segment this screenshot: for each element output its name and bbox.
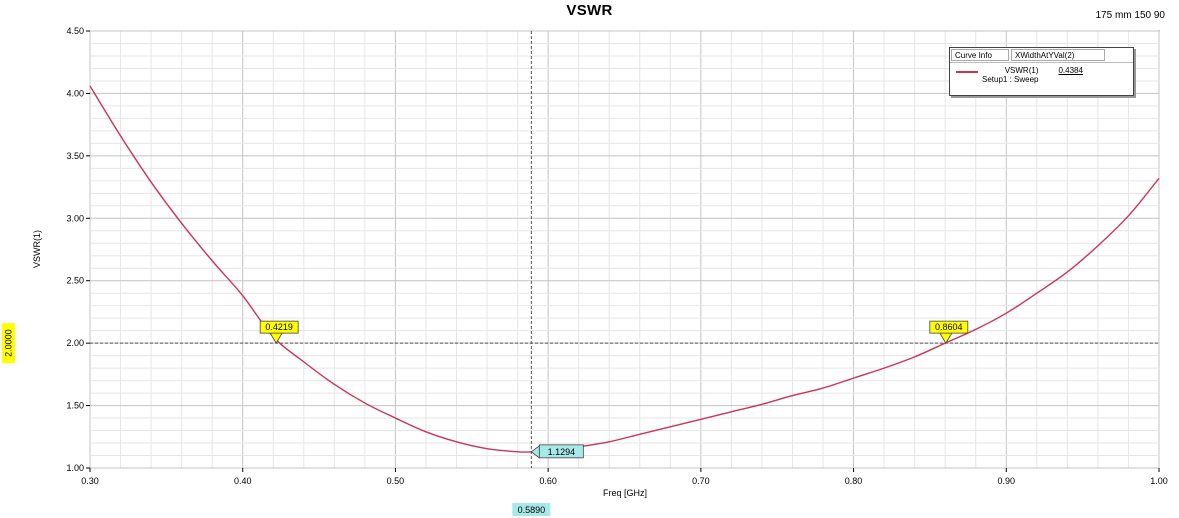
marker-min-box: [538, 444, 584, 459]
ticks: 0.30 0.40 0.50 0.60 0.70 0.80 0.90 1.00 1.00 1.50…: [66, 26, 1167, 486]
marker-right-box: [929, 320, 969, 334]
marker-min-text: 1.1294: [548, 447, 576, 457]
x-tick-label: 0.60: [539, 476, 557, 486]
legend-series-label: VSWR(1) Setup1 : Sweep: [982, 66, 1039, 84]
x-tick-label: 0.90: [998, 476, 1016, 486]
legend-row[interactable]: VSWR(1) Setup1 : Sweep 0.4384: [950, 63, 1133, 84]
x-tick-label: 0.70: [692, 476, 710, 486]
y-readout-text: 2.0000: [4, 329, 14, 357]
legend-box[interactable]: Curve Info XWidthAtYVal(2) VSWR(1) Setup…: [949, 47, 1134, 96]
grid: [89, 30, 1160, 469]
x-readout-box: [512, 503, 551, 516]
marker-right-text: 0.8604: [935, 322, 963, 332]
legend-col-measure: XWidthAtYVal(2): [1011, 49, 1105, 61]
x-readout-text: 0.5890: [518, 505, 546, 515]
marker-left-box: [259, 320, 299, 334]
y-tick-label: 2.50: [66, 276, 84, 286]
x-tick-label: 0.40: [234, 476, 252, 486]
marker-left-text: 0.4219: [265, 322, 293, 332]
y-tick-label: 4.50: [66, 26, 84, 36]
x-axis-label: Freq [GHz]: [603, 488, 647, 498]
y-readout-box: [2, 323, 15, 364]
x-tick-label: 1.00: [1150, 476, 1168, 486]
y-tick-label: 1.00: [66, 463, 84, 473]
legend-header: Curve Info XWidthAtYVal(2): [950, 48, 1133, 63]
legend-series-value: 0.4384: [1058, 66, 1083, 75]
chart-subtitle: 175 mm 150 90: [1095, 10, 1166, 21]
x-tick-label: 0.30: [81, 476, 99, 486]
legend-col-curve-info: Curve Info: [951, 49, 1009, 61]
y-tick-label: 1.50: [66, 401, 84, 411]
y-tick-label: 4.00: [66, 88, 84, 98]
y-tick-label: 3.50: [66, 151, 84, 161]
y-tick-label: 2.00: [66, 338, 84, 348]
y-tick-label: 3.00: [66, 213, 84, 223]
y-axis-label: VSWR(1): [32, 230, 42, 268]
chart-title: VSWR: [566, 2, 613, 19]
x-tick-label: 0.80: [845, 476, 863, 486]
plot-area: [89, 30, 1160, 469]
legend-swatch: [956, 71, 978, 73]
x-tick-label: 0.50: [387, 476, 405, 486]
reference-lines: [90, 31, 1159, 468]
marker-layer: 0.4219 0.8604 1.1294 0.5890 2.0000: [2, 320, 969, 516]
